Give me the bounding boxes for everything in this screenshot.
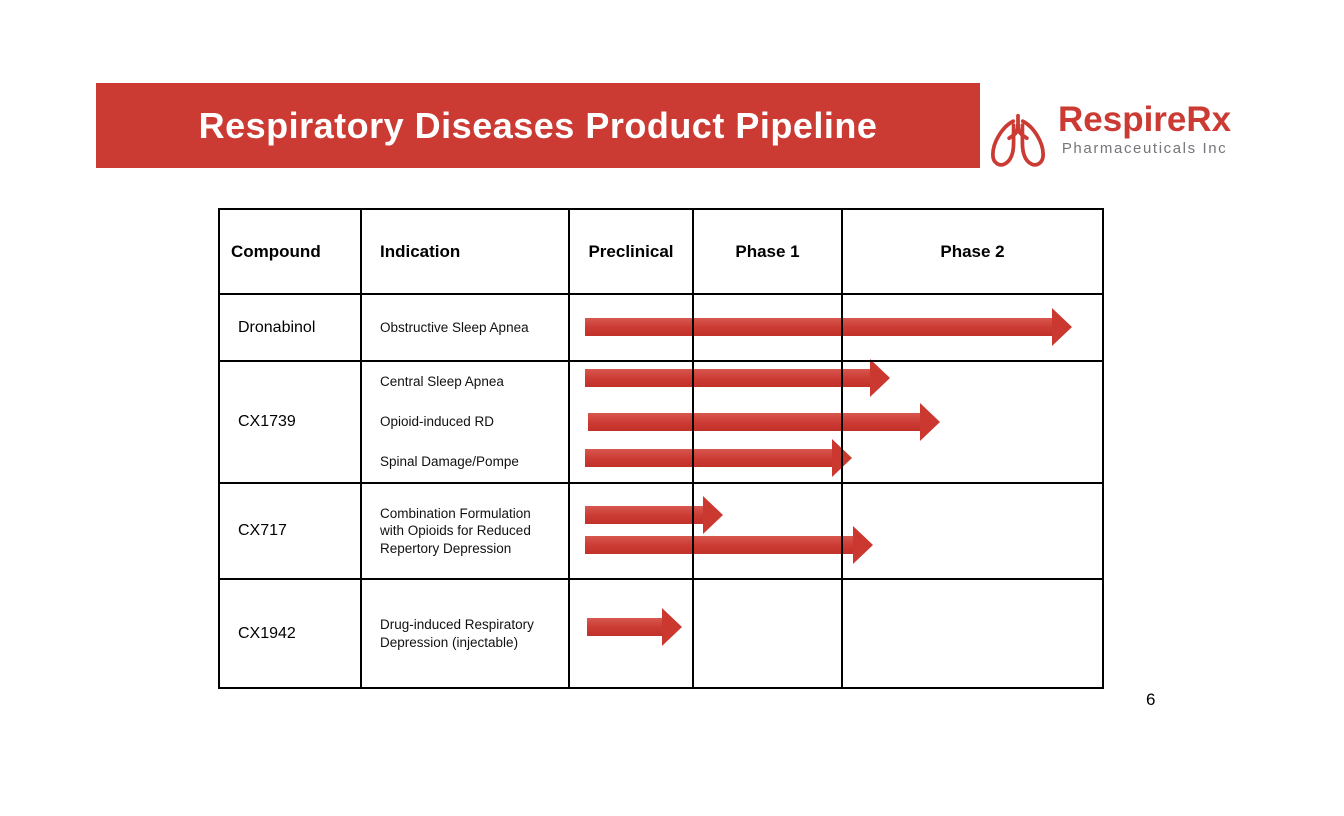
- pipeline-arrow-cx1739-0: [585, 359, 890, 397]
- phase-cell-phase1: [694, 580, 843, 687]
- compound-cx717: CX717: [220, 484, 362, 580]
- header-phase-1: Phase 1: [694, 210, 843, 295]
- header-indication: Indication: [362, 210, 570, 295]
- pipeline-arrow-dronabinol-0: [585, 308, 1072, 346]
- company-logo: RespireRx Pharmaceuticals Inc: [984, 100, 1232, 185]
- indication-cell-cx1739: Central Sleep Apnea Opioid-induced RD Sp…: [362, 362, 570, 484]
- phase-cell-preclinical: [570, 295, 694, 362]
- phase-cell-phase2: [843, 295, 1102, 362]
- compound-cx1942: CX1942: [220, 580, 362, 687]
- indication-label: Obstructive Sleep Apnea: [380, 319, 529, 335]
- phase-cell-phase1: [694, 362, 843, 484]
- lungs-icon: [984, 102, 1052, 185]
- phase-cell-preclinical: [570, 362, 694, 484]
- logo-company-name: RespireRx: [1058, 100, 1232, 139]
- header-phase-2: Phase 2: [843, 210, 1102, 295]
- phase-cell-phase2: [843, 580, 1102, 687]
- indication-label: Central Sleep Apnea: [380, 374, 504, 390]
- header-preclinical: Preclinical: [570, 210, 694, 295]
- logo-text: RespireRx Pharmaceuticals Inc: [1058, 100, 1232, 157]
- compound-dronabinol: Dronabinol: [220, 295, 362, 362]
- pipeline-arrow-cx1942-0: [587, 608, 682, 646]
- indication-cell-cx1942: Drug-induced Respiratory Depression (inj…: [362, 580, 570, 687]
- indication-label: Combination Formulation with Opioids for…: [380, 505, 531, 556]
- phase-cell-phase2: [843, 362, 1102, 484]
- pipeline-arrow-cx717-1: [585, 526, 873, 564]
- indication-label: Spinal Damage/Pompe: [380, 454, 519, 470]
- phase-cell-phase2: [843, 484, 1102, 580]
- slide-title: Respiratory Diseases Product Pipeline: [198, 104, 878, 146]
- indication-cell-cx717: Combination Formulation with Opioids for…: [362, 484, 570, 580]
- pipeline-arrow-cx1739-1: [588, 403, 940, 441]
- phase-cell-phase1: [694, 295, 843, 362]
- indication-label: Opioid-induced RD: [380, 414, 495, 430]
- title-banner: Respiratory Diseases Product Pipeline: [96, 83, 980, 168]
- phase-cell-preclinical: [570, 580, 694, 687]
- indication-label: Drug-induced Respiratory Depression (inj…: [380, 616, 534, 650]
- pipeline-table: Compound Indication Preclinical Phase 1 …: [218, 208, 1104, 689]
- page-number: 6: [1146, 690, 1156, 709]
- logo-subtitle: Pharmaceuticals Inc: [1061, 139, 1228, 157]
- indication-cell-dronabinol: Obstructive Sleep Apnea: [362, 295, 570, 362]
- pipeline-arrow-cx717-0: [585, 496, 723, 534]
- phase-cell-phase1: [694, 484, 843, 580]
- phase-cell-preclinical: [570, 484, 694, 580]
- header-compound: Compound: [220, 210, 362, 295]
- compound-cx1739: CX1739: [220, 362, 362, 484]
